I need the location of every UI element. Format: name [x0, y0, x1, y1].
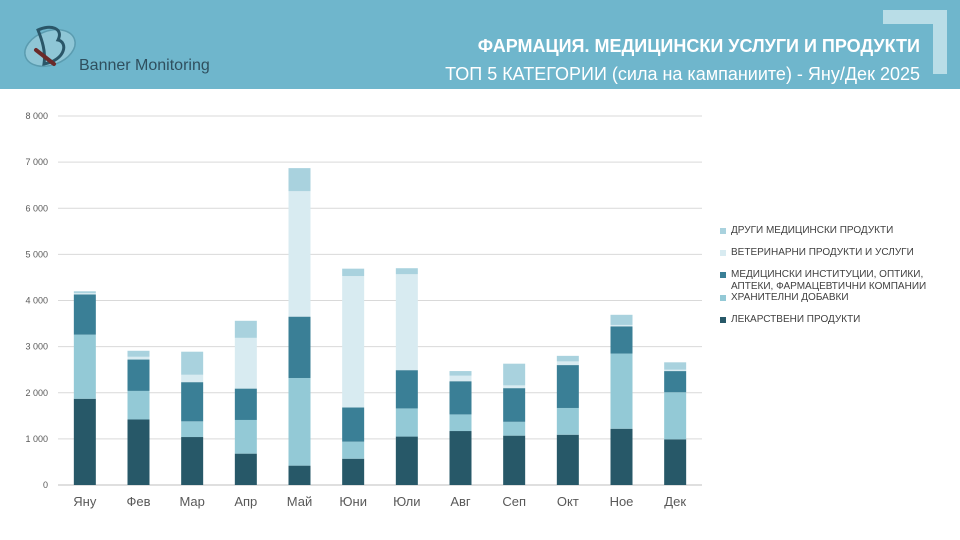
bar-segment	[664, 392, 687, 440]
bar-segment	[664, 362, 687, 370]
bar-segment	[342, 268, 365, 277]
bar-segment	[127, 390, 150, 420]
bar-segment	[395, 436, 418, 485]
bar-segment	[556, 361, 579, 366]
bar-segment	[342, 458, 365, 485]
bar-segment	[181, 374, 204, 383]
bar-segment	[610, 314, 633, 325]
bar-segment	[664, 371, 687, 393]
legend-label: ЛЕКАРСТВЕНИ ПРОДУКТИ	[731, 314, 861, 325]
bar-segment	[73, 334, 96, 399]
x-tick-label: Сеп	[502, 494, 526, 509]
bar-segment	[73, 293, 96, 295]
x-tick-label: Мар	[179, 494, 204, 509]
y-tick-label: 4 000	[25, 296, 48, 306]
y-tick-label: 2 000	[25, 388, 48, 398]
bar-segment	[342, 441, 365, 459]
legend-swatch	[720, 295, 726, 301]
bar-segment	[556, 365, 579, 408]
bar-segment	[73, 291, 96, 294]
bar-segment	[503, 363, 526, 386]
legend-swatch	[720, 250, 726, 256]
banner-monitoring-logo	[24, 25, 76, 68]
legend-swatch	[720, 228, 726, 234]
bar-segment	[449, 431, 472, 485]
bar-segment	[73, 398, 96, 485]
bar-segment	[449, 381, 472, 415]
x-tick-label: Юни	[339, 494, 367, 509]
header-banner: Banner Monitoring ФАРМАЦИЯ. МЕДИЦИНСКИ У…	[0, 0, 960, 89]
bar-segment	[395, 408, 418, 437]
bar-segment	[234, 419, 257, 454]
bar-segment	[449, 375, 472, 382]
x-tick-label: Ное	[610, 494, 634, 509]
bar-segment	[127, 350, 150, 357]
bar-segment	[181, 351, 204, 375]
legend-label: МЕДИЦИНСКИ ИНСТИТУЦИИ, ОПТИКИ, АПТЕКИ, Ф…	[731, 269, 927, 292]
x-tick-label: Фев	[126, 494, 150, 509]
brand-name: Banner Monitoring	[79, 57, 210, 74]
bar-segment	[127, 359, 150, 391]
legend-swatch	[720, 317, 726, 323]
legend-label: ХРАНИТЕЛНИ ДОБАВКИ	[731, 292, 849, 303]
y-tick-label: 1 000	[25, 434, 48, 444]
bar-segment	[288, 168, 311, 192]
bar-segment	[664, 439, 687, 485]
bar-segment	[395, 274, 418, 371]
x-tick-label: Юли	[393, 494, 420, 509]
legend-label: ВЕТЕРИНАРНИ ПРОДУКТИ И УСЛУГИ	[731, 247, 914, 258]
bar-segment	[556, 434, 579, 485]
legend-swatch	[720, 272, 726, 278]
bar-segment	[288, 316, 311, 378]
stacked-bar-chart: 0 1 000 2 000 3 000 4 000 5 000 6 000 7 000 8 00…	[25, 111, 702, 509]
bar-segment	[288, 191, 311, 317]
x-tick-label: Май	[287, 494, 312, 509]
bar-segment	[234, 320, 257, 338]
bar-segment	[503, 435, 526, 485]
bar-segment	[610, 326, 633, 354]
x-tick-label: Яну	[73, 494, 97, 509]
bar-segment	[664, 369, 687, 372]
bar-segment	[181, 421, 204, 438]
page-title: ФАРМАЦИЯ. МЕДИЦИНСКИ УСЛУГИ И ПРОДУКТИ	[477, 36, 920, 56]
corner-decoration	[883, 10, 947, 74]
bar-segment	[610, 428, 633, 485]
x-tick-label: Апр	[234, 494, 257, 509]
bar-segment	[181, 382, 204, 422]
bar-segment	[503, 388, 526, 422]
bar-segment	[127, 419, 150, 485]
y-tick-label: 0	[43, 480, 48, 490]
x-tick-label: Авг	[450, 494, 471, 509]
bar-segment	[556, 407, 579, 435]
y-tick-label: 5 000	[25, 249, 48, 259]
bar-segment	[342, 276, 365, 408]
page-subtitle: ТОП 5 КАТЕГОРИИ (сила на кампаниите) - Я…	[445, 64, 920, 84]
x-tick-label: Окт	[557, 494, 579, 509]
bar-segment	[288, 465, 311, 485]
bar-segment	[73, 294, 96, 335]
bar-segment	[234, 453, 257, 485]
bar-segment	[556, 355, 579, 362]
bar-segment	[234, 337, 257, 389]
y-tick-label: 6 000	[25, 203, 48, 213]
bar-segment	[395, 370, 418, 409]
bar-segment	[610, 324, 633, 327]
bar-segment	[610, 353, 633, 429]
y-tick-label: 7 000	[25, 157, 48, 167]
legend-label: ДРУГИ МЕДИЦИНСКИ ПРОДУКТИ	[731, 225, 894, 236]
bar-segment	[234, 388, 257, 420]
bar-segment	[395, 268, 418, 275]
bar-segment	[503, 421, 526, 436]
bar-segment	[342, 407, 365, 442]
y-tick-label: 8 000	[25, 111, 48, 121]
bar-segment	[449, 414, 472, 432]
bar-segment	[449, 371, 472, 376]
bar-segment	[127, 356, 150, 360]
x-tick-label: Дек	[664, 494, 686, 509]
bar-segment	[503, 385, 526, 389]
bar-segment	[288, 377, 311, 466]
y-tick-label: 3 000	[25, 342, 48, 352]
bar-segment	[181, 437, 204, 485]
